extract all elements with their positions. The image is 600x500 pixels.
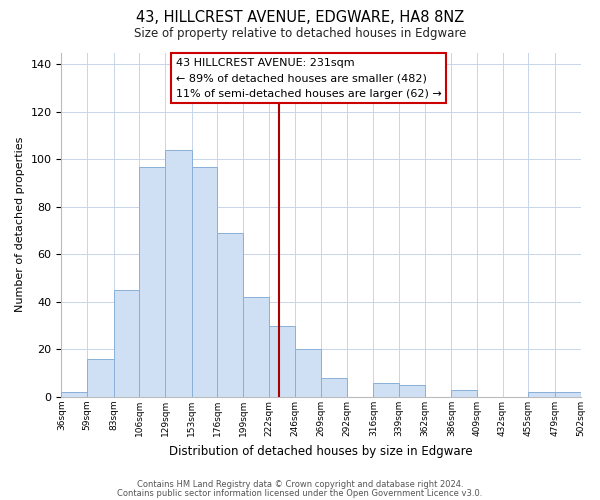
Bar: [114, 290, 139, 397]
Bar: [61, 392, 87, 397]
Bar: [139, 166, 165, 397]
Text: Size of property relative to detached houses in Edgware: Size of property relative to detached ho…: [134, 28, 466, 40]
Text: Contains public sector information licensed under the Open Government Licence v3: Contains public sector information licen…: [118, 488, 482, 498]
Bar: [87, 359, 114, 397]
Text: 43 HILLCREST AVENUE: 231sqm
← 89% of detached houses are smaller (482)
11% of se: 43 HILLCREST AVENUE: 231sqm ← 89% of det…: [176, 58, 442, 99]
Bar: [373, 383, 399, 397]
Bar: [243, 297, 269, 397]
Bar: [295, 350, 321, 397]
Bar: [528, 392, 555, 397]
Bar: [399, 385, 425, 397]
Bar: [269, 326, 295, 397]
Text: Contains HM Land Registry data © Crown copyright and database right 2024.: Contains HM Land Registry data © Crown c…: [137, 480, 463, 489]
X-axis label: Distribution of detached houses by size in Edgware: Distribution of detached houses by size …: [169, 444, 473, 458]
Text: 43, HILLCREST AVENUE, EDGWARE, HA8 8NZ: 43, HILLCREST AVENUE, EDGWARE, HA8 8NZ: [136, 10, 464, 25]
Bar: [165, 150, 192, 397]
Bar: [192, 166, 217, 397]
Y-axis label: Number of detached properties: Number of detached properties: [15, 137, 25, 312]
Bar: [555, 392, 581, 397]
Bar: [451, 390, 477, 397]
Bar: [217, 233, 243, 397]
Bar: [321, 378, 347, 397]
